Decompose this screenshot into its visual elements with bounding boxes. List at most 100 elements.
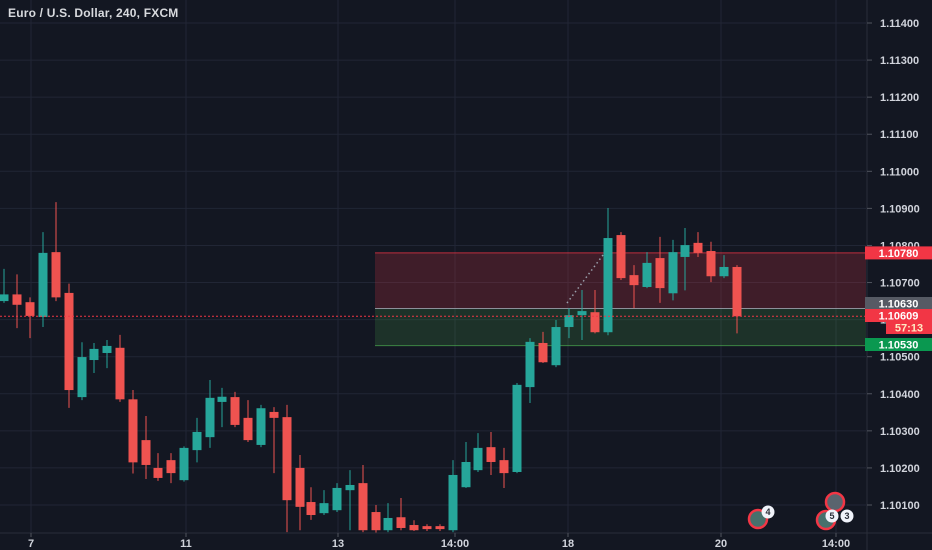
candle-down <box>306 487 316 520</box>
candle-body <box>77 357 87 398</box>
candle-up <box>473 433 483 473</box>
candle-down <box>153 453 163 481</box>
candle-body <box>0 294 9 302</box>
candle-body <box>590 312 600 333</box>
candle-down <box>230 391 240 428</box>
candle-body <box>422 526 432 530</box>
candle-body <box>128 399 138 463</box>
bar-countdown-tab[interactable]: 57:13 <box>886 321 932 335</box>
price-axis[interactable]: 1.11400 1.11300 1.11200 1.11100 1.11000 1.109… <box>865 18 932 512</box>
candle-down <box>243 400 253 442</box>
candle-body <box>12 294 22 305</box>
candle-up <box>642 252 652 289</box>
candle-body <box>192 431 202 451</box>
time-axis[interactable]: 7 11 13 14:00 18 20 14:00 <box>28 533 850 550</box>
candle-down <box>435 524 445 531</box>
candle-up <box>102 340 112 369</box>
candle-body <box>102 345 112 353</box>
price-tick-label: 1.11100 <box>880 129 919 141</box>
stop-price-tab[interactable]: 1.10780 <box>865 246 932 260</box>
candle-down <box>486 431 496 475</box>
price-tick-label: 1.10700 <box>880 278 920 290</box>
candle-body <box>115 347 125 400</box>
candle-down <box>166 453 176 484</box>
candle-body <box>51 252 61 298</box>
price-tick-label: 1.11300 <box>880 55 919 67</box>
candle-down <box>25 297 35 339</box>
candle-up <box>0 268 9 303</box>
candle-body <box>282 417 292 501</box>
candle-down <box>590 289 600 334</box>
price-tick-label: 1.10300 <box>880 426 920 438</box>
time-tick-label: 14:00 <box>822 538 850 550</box>
candle-up <box>680 228 690 291</box>
time-tick-label: 13 <box>332 538 344 550</box>
candle-up <box>319 490 329 516</box>
candle-up <box>89 342 99 374</box>
candle-up <box>448 460 458 533</box>
candle-body <box>525 341 535 388</box>
stop-price-tab-bg <box>865 246 932 260</box>
candle-body <box>564 315 574 328</box>
last-price-tab-label: 1.10609 <box>879 311 919 323</box>
target-price-tab-bg <box>865 338 932 351</box>
candle-body <box>642 262 652 287</box>
price-tick-label: 1.10900 <box>880 203 920 215</box>
candle-body <box>166 460 176 474</box>
candle-down <box>371 505 381 534</box>
candle-body <box>25 302 35 316</box>
price-tick-label: 1.11000 <box>880 166 919 178</box>
idea-count-badge[interactable] <box>825 509 839 523</box>
bar-countdown-tab-label: 57:13 <box>895 323 923 335</box>
candle-body <box>693 242 703 253</box>
entry-price-tab[interactable]: 1.10630 <box>865 297 932 311</box>
last-price-tab[interactable]: 1.10609 <box>865 309 932 323</box>
price-tick-label: 1.11400 <box>880 18 919 30</box>
candle-body <box>629 275 639 286</box>
candle-body <box>706 251 716 277</box>
candle-body <box>512 384 522 473</box>
candle-body <box>396 517 406 528</box>
candle-body <box>38 252 48 318</box>
price-tick-label: 1.10200 <box>880 463 920 475</box>
candle-body <box>655 258 665 289</box>
candle-down <box>706 241 716 283</box>
short-position-tool[interactable] <box>375 252 866 347</box>
candle-down <box>422 524 432 531</box>
candle-down <box>693 232 703 257</box>
candle-body <box>141 440 151 465</box>
candle-body <box>153 467 163 478</box>
candle-down <box>282 404 292 533</box>
candle-body <box>371 512 381 531</box>
candle-up <box>551 319 561 368</box>
target-price-tab[interactable]: 1.10530 <box>865 338 932 352</box>
candle-down <box>128 390 138 474</box>
candle-up <box>38 232 48 328</box>
candle-body <box>486 447 496 462</box>
candles <box>0 202 742 534</box>
idea-count-badge[interactable] <box>761 505 775 519</box>
candle-up <box>332 483 342 513</box>
candle-body <box>668 252 678 294</box>
candle-up <box>192 417 202 463</box>
candle-body <box>345 484 355 491</box>
candle-up <box>525 338 535 404</box>
candle-up <box>217 387 227 428</box>
candle-body <box>89 348 99 361</box>
price-tick-label: 1.10100 <box>880 500 920 512</box>
idea-count-badge[interactable] <box>840 509 854 523</box>
time-tick-label: 20 <box>715 538 727 550</box>
candle-down <box>409 520 419 531</box>
idea-count-label: 5 <box>829 511 834 521</box>
take-profit-zone[interactable] <box>375 308 866 346</box>
candle-body <box>383 517 393 531</box>
idea-avatar[interactable] <box>824 491 846 513</box>
dotted-trendline[interactable] <box>566 254 604 304</box>
candle-body <box>680 245 690 257</box>
candle-body <box>179 447 189 481</box>
entry-price-tab-bg <box>865 297 932 310</box>
price-tick-label: 1.10400 <box>880 389 920 401</box>
